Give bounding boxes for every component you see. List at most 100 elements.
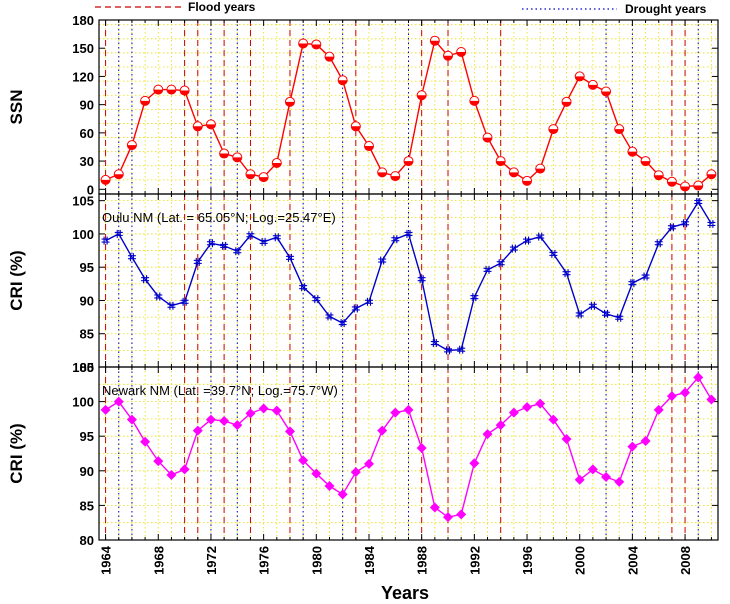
- data-point-fill: [166, 89, 176, 95]
- y-tick-label: 100: [72, 395, 94, 410]
- data-point: [706, 169, 717, 180]
- data-point: [232, 420, 243, 431]
- data-point: [508, 167, 519, 178]
- x-tick-label: 1980: [309, 546, 324, 575]
- y-tick-label: 100: [72, 227, 94, 242]
- data-point: [457, 345, 466, 354]
- data-point-fill: [588, 84, 598, 90]
- data-point: [391, 235, 400, 244]
- data-point: [640, 156, 651, 167]
- data-point: [548, 124, 559, 135]
- data-point: [206, 239, 215, 248]
- y-tick-label: 80: [80, 533, 94, 548]
- data-point: [469, 458, 480, 469]
- data-point: [496, 259, 505, 268]
- data-point: [535, 163, 546, 174]
- data-point: [140, 436, 151, 447]
- data-point: [429, 502, 440, 513]
- data-point: [100, 404, 111, 415]
- data-point: [508, 407, 519, 418]
- data-point-fill: [101, 179, 111, 185]
- data-point-fill: [324, 56, 334, 62]
- data-point: [495, 420, 506, 431]
- data-point: [640, 436, 651, 447]
- data-point: [232, 152, 243, 163]
- data-point-fill: [548, 129, 558, 134]
- data-point: [469, 95, 480, 106]
- data-point-fill: [285, 101, 295, 107]
- x-tick-label: 1988: [415, 546, 430, 575]
- data-point: [167, 301, 176, 310]
- data-point: [220, 241, 229, 250]
- data-point-fill: [153, 89, 163, 95]
- data-point: [627, 441, 638, 452]
- data-point: [153, 456, 164, 467]
- data-point: [126, 414, 137, 425]
- data-point: [113, 169, 124, 180]
- data-point-fill: [456, 51, 466, 57]
- legend: Flood years Drought years: [95, 0, 707, 16]
- data-point: [311, 39, 322, 50]
- data-point: [350, 121, 361, 132]
- data-point: [654, 239, 663, 248]
- data-point: [509, 244, 518, 253]
- data-point: [666, 176, 677, 187]
- data-point: [587, 464, 598, 475]
- data-point: [456, 46, 467, 57]
- data-point-fill: [404, 161, 413, 166]
- data-point: [482, 132, 493, 143]
- data-point-fill: [667, 181, 677, 187]
- data-point: [101, 236, 110, 245]
- data-point: [364, 297, 373, 306]
- data-point: [653, 170, 664, 181]
- data-point-fill: [535, 168, 545, 174]
- data-point: [548, 414, 559, 425]
- data-point: [205, 414, 216, 425]
- data-point: [562, 269, 571, 278]
- data-point: [483, 265, 492, 274]
- y-tick-label: 85: [80, 498, 94, 513]
- y-tick-label: 95: [80, 260, 94, 275]
- data-point: [667, 223, 676, 232]
- data-point-fill: [469, 100, 479, 106]
- data-point-fill: [443, 55, 453, 61]
- data-point-fill: [641, 161, 651, 166]
- x-tick-label: 1976: [257, 546, 272, 575]
- data-point-fill: [509, 172, 519, 177]
- data-point: [627, 146, 638, 157]
- data-point: [245, 169, 256, 180]
- y-tick-label: 105: [72, 360, 94, 375]
- data-point: [272, 233, 281, 242]
- x-axis-tick-labels: 1964 1968 1972 1976 1980 1984 1988 1992 1996 2000…: [99, 545, 693, 575]
- data-point: [561, 96, 572, 107]
- data-point-fill: [364, 146, 374, 151]
- data-point: [416, 90, 427, 101]
- data-point-fill: [614, 129, 624, 134]
- data-point-fill: [377, 172, 387, 177]
- y-tick-label: 120: [72, 69, 94, 84]
- data-point: [311, 468, 322, 479]
- data-point: [192, 121, 203, 132]
- data-point: [430, 339, 439, 348]
- data-point: [100, 174, 111, 185]
- panel-cri-oulu: 80 85 90 95 100 105 CRI (%) Oulu NM (Lat. = 65.…: [7, 193, 719, 375]
- data-point-fill: [430, 40, 440, 46]
- panel-annotation: Newark NM (Lat. =39.7°N; Log.=75.7°W): [102, 383, 338, 398]
- y-tick-label: 150: [72, 41, 94, 56]
- data-point: [377, 425, 388, 436]
- data-point-fill: [259, 177, 269, 182]
- panel-ssn: 0 30 60 90 120 150 180 SSN: [7, 13, 719, 197]
- data-point: [694, 197, 703, 206]
- data-point: [350, 467, 361, 478]
- data-point: [535, 398, 546, 409]
- y-tick-label: 80: [80, 360, 94, 375]
- data-point-fill: [338, 80, 348, 85]
- series-line: [105, 200, 713, 352]
- data-point: [179, 85, 190, 96]
- data-point: [641, 272, 650, 281]
- data-point-fill: [390, 176, 400, 181]
- x-axis-label: Years: [381, 583, 429, 603]
- data-point: [351, 304, 360, 313]
- data-point: [601, 86, 612, 97]
